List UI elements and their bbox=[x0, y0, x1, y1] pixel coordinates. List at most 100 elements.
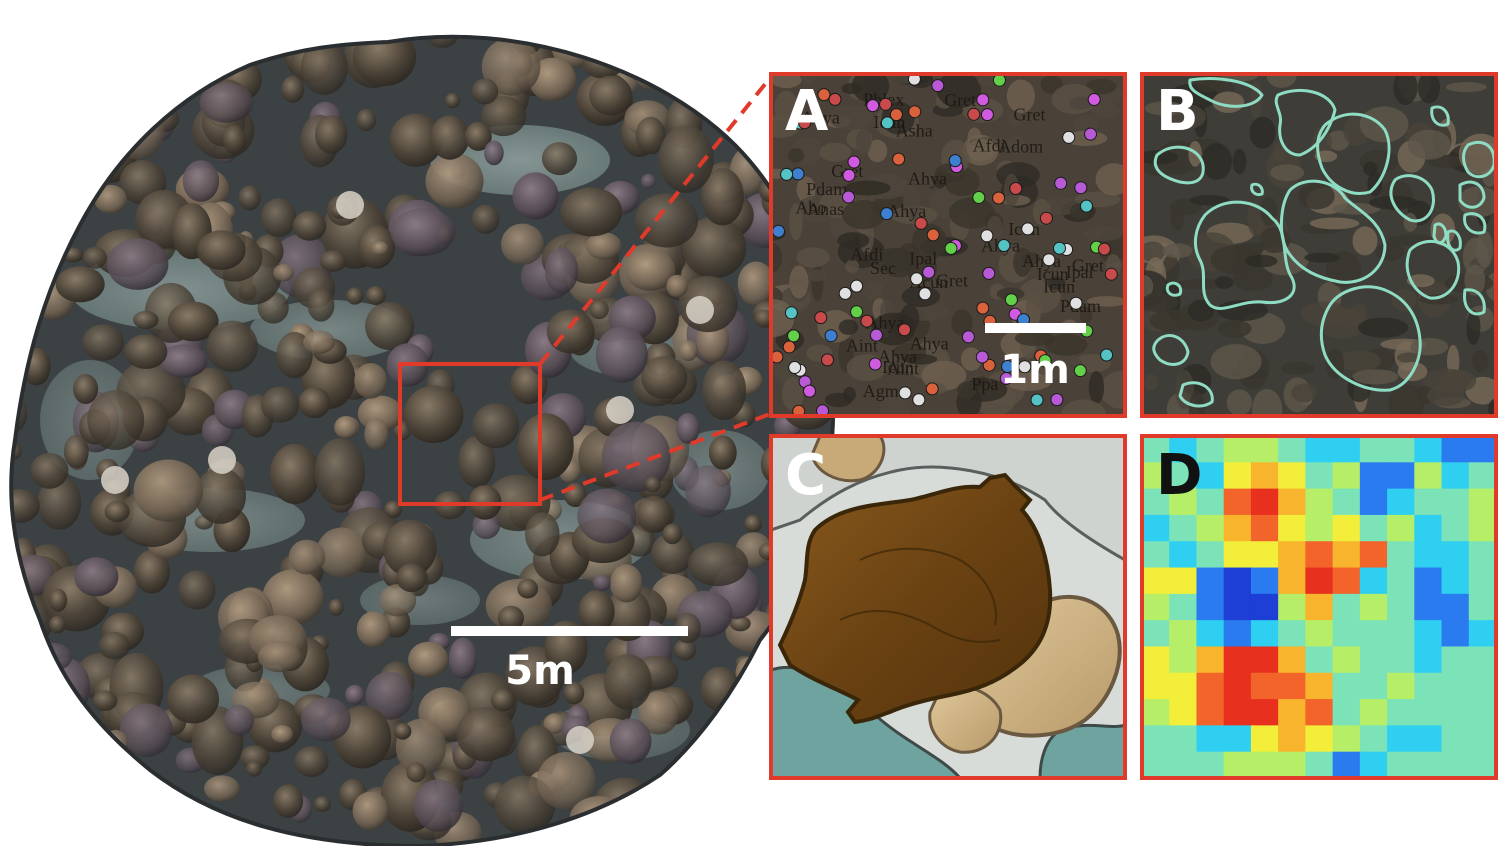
species-label: Aint bbox=[887, 359, 919, 379]
heatmap-cell bbox=[1305, 567, 1334, 595]
species-label: Ppa bbox=[971, 374, 998, 394]
annotation-point bbox=[1097, 242, 1111, 256]
heatmap-cell bbox=[1142, 672, 1170, 700]
coral-colony bbox=[11, 82, 47, 144]
reef-texture bbox=[1214, 276, 1234, 289]
annotation-point bbox=[1050, 393, 1064, 407]
reef-texture bbox=[796, 176, 816, 203]
species-label: Ahya bbox=[866, 313, 905, 333]
annotation-point bbox=[847, 155, 861, 169]
coral-colony bbox=[448, 637, 477, 679]
reef-texture bbox=[1352, 369, 1399, 385]
heatmap-cell bbox=[1250, 699, 1279, 726]
annotation-point bbox=[838, 286, 852, 300]
annotation-point bbox=[1084, 127, 1097, 141]
species-label: Afdi bbox=[973, 136, 1006, 156]
annotation-point bbox=[925, 382, 939, 396]
coral-colony bbox=[356, 108, 377, 132]
annotation-point bbox=[907, 74, 921, 86]
heatmap-cell bbox=[1305, 699, 1334, 726]
heatmap-cell bbox=[1332, 593, 1361, 621]
coral-colony bbox=[73, 374, 99, 404]
reef-texture bbox=[1060, 399, 1107, 416]
coral-colony bbox=[103, 55, 139, 84]
heatmap-cell bbox=[1196, 725, 1225, 753]
annotation-point bbox=[798, 116, 812, 130]
heatmap-cell bbox=[1305, 593, 1334, 621]
species-label: Ahya bbox=[878, 346, 917, 366]
species-label: Sec bbox=[870, 258, 896, 278]
coral-colony bbox=[314, 796, 331, 812]
coral-colony bbox=[456, 707, 515, 762]
heatmap-cell bbox=[1142, 593, 1170, 621]
coral-colony bbox=[793, 36, 821, 48]
reef-texture bbox=[1407, 129, 1451, 160]
annotation-point bbox=[791, 167, 805, 181]
zoom-region-box bbox=[398, 362, 542, 506]
reef-texture bbox=[1393, 74, 1418, 106]
coral-colony bbox=[182, 160, 220, 202]
reef-texture bbox=[845, 259, 859, 273]
coral-colony bbox=[260, 198, 297, 238]
species-label: Icun bbox=[1037, 264, 1069, 284]
heatmap-cell bbox=[1441, 514, 1470, 542]
heatmap-cell bbox=[1250, 751, 1279, 779]
heatmap-cell bbox=[1196, 541, 1225, 569]
coral-colony bbox=[472, 403, 520, 449]
annotation-point bbox=[824, 329, 838, 343]
heatmap-cell bbox=[1196, 646, 1225, 674]
heatmap-cell bbox=[1169, 462, 1198, 490]
heatmap-cell bbox=[1223, 646, 1252, 674]
heatmap-cell bbox=[1332, 567, 1361, 595]
heatmap-cell bbox=[1278, 462, 1306, 490]
heatmap-cell bbox=[1223, 541, 1252, 569]
coral-colony bbox=[87, 390, 145, 450]
annotation-point bbox=[866, 99, 880, 113]
coral-colony bbox=[288, 539, 326, 575]
colony-outline bbox=[1250, 182, 1264, 196]
heatmap-cell bbox=[1169, 620, 1198, 648]
heatmap-cell bbox=[1278, 620, 1306, 648]
reef-texture bbox=[797, 74, 816, 85]
colony-outline bbox=[1319, 285, 1422, 392]
annotation-point bbox=[1080, 199, 1093, 213]
coral-colony bbox=[528, 57, 577, 102]
coral-colony bbox=[571, 36, 596, 56]
heatmap-cell bbox=[1278, 541, 1306, 569]
heatmap-cell bbox=[1387, 699, 1415, 726]
reef-texture bbox=[948, 197, 995, 229]
heatmap-cell bbox=[1359, 672, 1388, 700]
coral-colony bbox=[394, 723, 412, 740]
reef-texture bbox=[1144, 374, 1159, 391]
coral-colony bbox=[24, 98, 79, 149]
heatmap-cell bbox=[1441, 646, 1470, 674]
reef-texture bbox=[1079, 307, 1093, 324]
species-label: Icun bbox=[1043, 277, 1075, 297]
reef-texture bbox=[1249, 116, 1276, 149]
scale-bar-5m bbox=[451, 626, 688, 636]
coral-colony bbox=[471, 78, 499, 105]
heatmap-cell bbox=[1414, 646, 1443, 674]
heatmap-cell bbox=[1223, 462, 1252, 490]
species-label: Afdi bbox=[850, 244, 883, 264]
coral-colony bbox=[708, 435, 737, 470]
heatmap-cell bbox=[1305, 672, 1334, 700]
heatmap-cell bbox=[1169, 646, 1198, 674]
reef-texture bbox=[902, 353, 938, 365]
coral-colony bbox=[194, 467, 246, 524]
coral-colony bbox=[793, 822, 812, 841]
coral-colony bbox=[481, 96, 527, 137]
coral-colony bbox=[204, 775, 240, 802]
coral-colony bbox=[651, 532, 694, 574]
coral-colony bbox=[328, 598, 344, 616]
coral-colony bbox=[512, 172, 559, 220]
coral-colony bbox=[430, 115, 470, 160]
coral-colony bbox=[648, 823, 666, 845]
coral-colony bbox=[408, 641, 449, 678]
reef-texture bbox=[1088, 370, 1105, 404]
coral-colony bbox=[371, 241, 389, 256]
annotation-point bbox=[975, 350, 989, 364]
reef-texture bbox=[879, 395, 911, 416]
heatmap-cell bbox=[1278, 646, 1306, 674]
coral-colony bbox=[619, 807, 661, 846]
